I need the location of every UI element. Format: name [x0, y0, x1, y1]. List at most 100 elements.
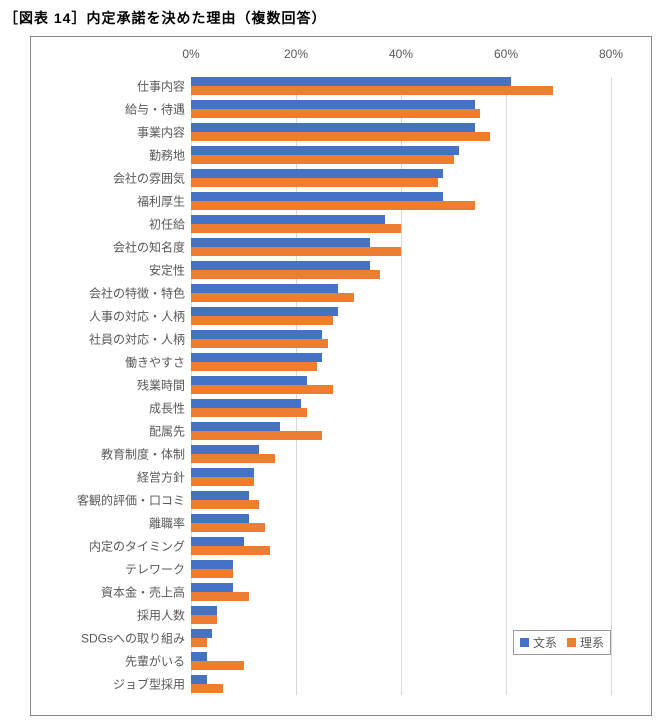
bar-理系: [191, 477, 254, 486]
bar-row: 教育制度・体制: [191, 445, 611, 463]
category-label: 内定のタイミング: [35, 538, 185, 555]
bar-理系: [191, 546, 270, 555]
bar-文系: [191, 284, 338, 293]
bar-理系: [191, 592, 249, 601]
category-label: 会社の雰囲気: [35, 170, 185, 187]
bar-理系: [191, 201, 475, 210]
bar-row: 離職率: [191, 514, 611, 532]
category-label: SDGsへの取り組み: [35, 630, 185, 647]
bar-理系: [191, 316, 333, 325]
bar-row: 給与・待遇: [191, 100, 611, 118]
bar-chart: 0%20%40%60%80% 仕事内容給与・待遇事業内容勤務地会社の雰囲気福利厚…: [30, 36, 652, 716]
category-label: 採用人数: [35, 607, 185, 624]
bar-文系: [191, 652, 207, 661]
bar-row: 人事の対応・人柄: [191, 307, 611, 325]
bar-row: 配属先: [191, 422, 611, 440]
bar-文系: [191, 422, 280, 431]
bar-文系: [191, 606, 217, 615]
legend-swatch: [520, 638, 529, 647]
bar-row: 会社の特徴・特色: [191, 284, 611, 302]
bar-文系: [191, 491, 249, 500]
category-label: 残業時間: [35, 377, 185, 394]
plot-area: 仕事内容給与・待遇事業内容勤務地会社の雰囲気福利厚生初任給会社の知名度安定性会社…: [191, 77, 611, 695]
bar-row: 内定のタイミング: [191, 537, 611, 555]
bar-文系: [191, 468, 254, 477]
x-tick-label: 20%: [284, 47, 308, 61]
bar-文系: [191, 146, 459, 155]
legend-item: 理系: [567, 634, 604, 651]
bar-文系: [191, 100, 475, 109]
bar-文系: [191, 583, 233, 592]
bar-理系: [191, 132, 490, 141]
legend-label: 文系: [533, 634, 557, 651]
bar-理系: [191, 155, 454, 164]
figure-title: ［図表 14］内定承諾を決めた理由（複数回答）: [0, 0, 672, 32]
bar-文系: [191, 307, 338, 316]
category-label: 配属先: [35, 423, 185, 440]
bar-row: 客観的評価・口コミ: [191, 491, 611, 509]
bar-row: 成長性: [191, 399, 611, 417]
bar-row: 仕事内容: [191, 77, 611, 95]
category-label: 勤務地: [35, 147, 185, 164]
category-label: 資本金・売上高: [35, 584, 185, 601]
bar-文系: [191, 353, 322, 362]
bar-文系: [191, 560, 233, 569]
bar-理系: [191, 270, 380, 279]
bar-row: 安定性: [191, 261, 611, 279]
bar-row: 福利厚生: [191, 192, 611, 210]
category-label: 先輩がいる: [35, 653, 185, 670]
x-tick-label: 60%: [494, 47, 518, 61]
bar-row: テレワーク: [191, 560, 611, 578]
bar-理系: [191, 431, 322, 440]
legend: 文系理系: [513, 630, 611, 655]
bars: 仕事内容給与・待遇事業内容勤務地会社の雰囲気福利厚生初任給会社の知名度安定性会社…: [191, 77, 611, 695]
bar-文系: [191, 77, 511, 86]
bar-理系: [191, 362, 317, 371]
bar-文系: [191, 192, 443, 201]
bar-row: ジョブ型採用: [191, 675, 611, 693]
category-label: 成長性: [35, 400, 185, 417]
bar-row: 資本金・売上高: [191, 583, 611, 601]
bar-理系: [191, 247, 401, 256]
bar-row: 会社の知名度: [191, 238, 611, 256]
x-axis-labels: 0%20%40%60%80%: [191, 47, 611, 67]
bar-理系: [191, 638, 207, 647]
bar-row: 事業内容: [191, 123, 611, 141]
bar-文系: [191, 629, 212, 638]
category-label: 離職率: [35, 515, 185, 532]
bar-理系: [191, 86, 553, 95]
bar-理系: [191, 500, 259, 509]
category-label: ジョブ型採用: [35, 676, 185, 693]
category-label: 仕事内容: [35, 78, 185, 95]
bar-文系: [191, 399, 301, 408]
bar-row: 採用人数: [191, 606, 611, 624]
category-label: テレワーク: [35, 561, 185, 578]
category-label: 人事の対応・人柄: [35, 308, 185, 325]
category-label: 会社の知名度: [35, 239, 185, 256]
bar-理系: [191, 109, 480, 118]
bar-理系: [191, 224, 401, 233]
gridline: [611, 77, 612, 695]
bar-理系: [191, 569, 233, 578]
bar-row: 初任給: [191, 215, 611, 233]
bar-理系: [191, 293, 354, 302]
category-label: 初任給: [35, 216, 185, 233]
bar-文系: [191, 376, 307, 385]
bar-文系: [191, 169, 443, 178]
category-label: 社員の対応・人柄: [35, 331, 185, 348]
x-tick-label: 80%: [599, 47, 623, 61]
category-label: 事業内容: [35, 124, 185, 141]
bar-文系: [191, 330, 322, 339]
legend-swatch: [567, 638, 576, 647]
bar-理系: [191, 684, 223, 693]
bar-row: 社員の対応・人柄: [191, 330, 611, 348]
bar-理系: [191, 615, 217, 624]
bar-文系: [191, 238, 370, 247]
category-label: 福利厚生: [35, 193, 185, 210]
bar-文系: [191, 215, 385, 224]
bar-理系: [191, 454, 275, 463]
category-label: 教育制度・体制: [35, 446, 185, 463]
bar-文系: [191, 123, 475, 132]
category-label: 会社の特徴・特色: [35, 285, 185, 302]
bar-文系: [191, 514, 249, 523]
